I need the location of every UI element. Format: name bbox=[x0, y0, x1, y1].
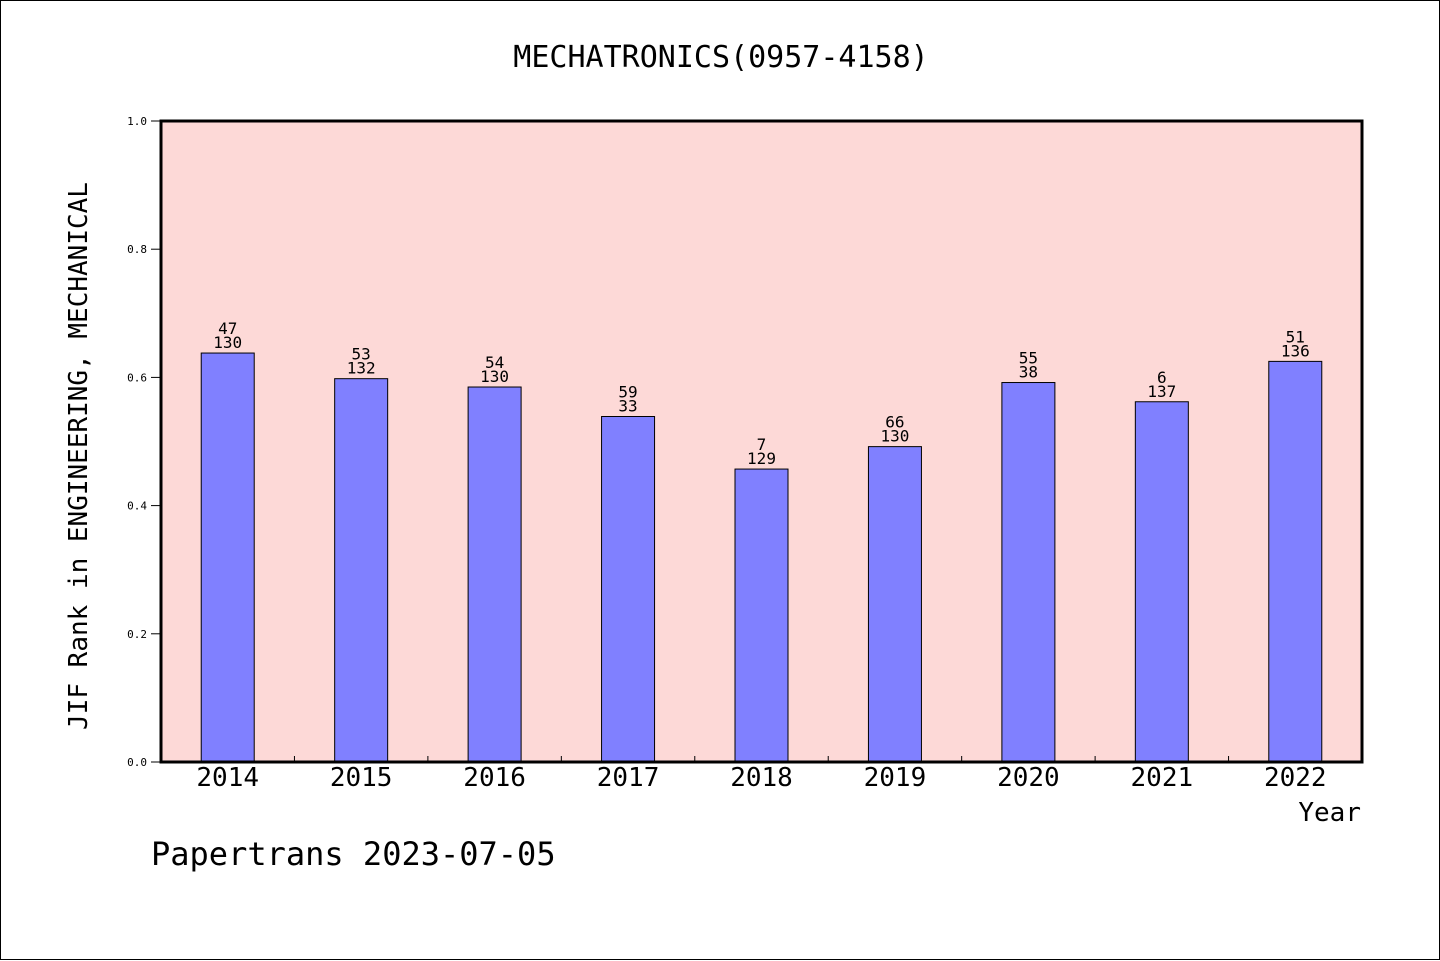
x-tick-label-2016: 2016 bbox=[463, 763, 526, 793]
x-tick-label-2019: 2019 bbox=[864, 763, 927, 793]
data-label-rank-2022: 51 bbox=[1286, 327, 1305, 346]
bar-2017 bbox=[601, 416, 656, 763]
x-tick-label-2015: 2015 bbox=[330, 763, 393, 793]
y-tick-label: 0.4 bbox=[127, 500, 147, 513]
x-tick-label-2018: 2018 bbox=[730, 763, 793, 793]
y-tick-label: 1.0 bbox=[127, 115, 147, 128]
x-tick-label-2014: 2014 bbox=[196, 763, 259, 793]
bar-2014 bbox=[200, 352, 255, 763]
chart-title: MECHATRONICS(0957-4158) bbox=[513, 40, 928, 75]
y-tick-label: 0.0 bbox=[127, 756, 147, 769]
y-tick-label: 0.6 bbox=[127, 371, 147, 384]
data-label-total-2014: 130 bbox=[213, 333, 242, 352]
tick-group: 2014 2015 2016 2017 2018 2019 2020 2021 2022 0.0 0… bbox=[127, 115, 1326, 793]
x-tick-label-2021: 2021 bbox=[1131, 763, 1194, 793]
data-label-total-2020: 38 bbox=[1019, 363, 1038, 382]
data-label-rank-2021: 6 bbox=[1157, 368, 1167, 387]
x-tick-label-2022: 2022 bbox=[1264, 763, 1327, 793]
data-label-rank-2016: 54 bbox=[485, 353, 504, 372]
bar-2019 bbox=[867, 446, 922, 763]
data-label-total-2019: 130 bbox=[880, 427, 909, 446]
data-label-rank-2019: 66 bbox=[885, 413, 904, 432]
x-axis-label: Year bbox=[1298, 798, 1361, 828]
data-label-total-2018: 129 bbox=[747, 449, 776, 468]
y-tick-label: 0.8 bbox=[127, 243, 147, 256]
data-label-rank-2014: 47 bbox=[218, 319, 237, 338]
x-tick-label-2020: 2020 bbox=[997, 763, 1060, 793]
data-label-rank-2018: 7 bbox=[757, 435, 767, 454]
data-label-rank-2017: 59 bbox=[618, 383, 637, 402]
footer-credit: Papertrans 2023-07-05 bbox=[151, 835, 556, 873]
bar-2020 bbox=[1001, 382, 1056, 763]
bar-2015 bbox=[334, 378, 389, 763]
data-label-rank-2015: 53 bbox=[352, 345, 371, 364]
y-axis-label: JIF Rank in ENGINEERING, MECHANICAL bbox=[64, 182, 94, 730]
data-label-total-2021: 137 bbox=[1147, 382, 1176, 401]
bar-2021 bbox=[1134, 401, 1189, 763]
plot-border bbox=[159, 119, 1364, 764]
y-tick-label: 0.2 bbox=[127, 628, 147, 641]
data-label-rank-2020: 55 bbox=[1019, 349, 1038, 368]
x-tick-label-2017: 2017 bbox=[597, 763, 660, 793]
data-label-total-2017: 33 bbox=[618, 397, 637, 416]
data-label-total-2015: 132 bbox=[347, 359, 376, 378]
bar-group bbox=[200, 352, 1323, 763]
bar-2016 bbox=[467, 386, 522, 763]
bar-2018 bbox=[734, 468, 789, 763]
bar-2022 bbox=[1268, 360, 1323, 763]
data-label-total-2016: 130 bbox=[480, 367, 509, 386]
data-label-total-2022: 136 bbox=[1281, 341, 1310, 360]
